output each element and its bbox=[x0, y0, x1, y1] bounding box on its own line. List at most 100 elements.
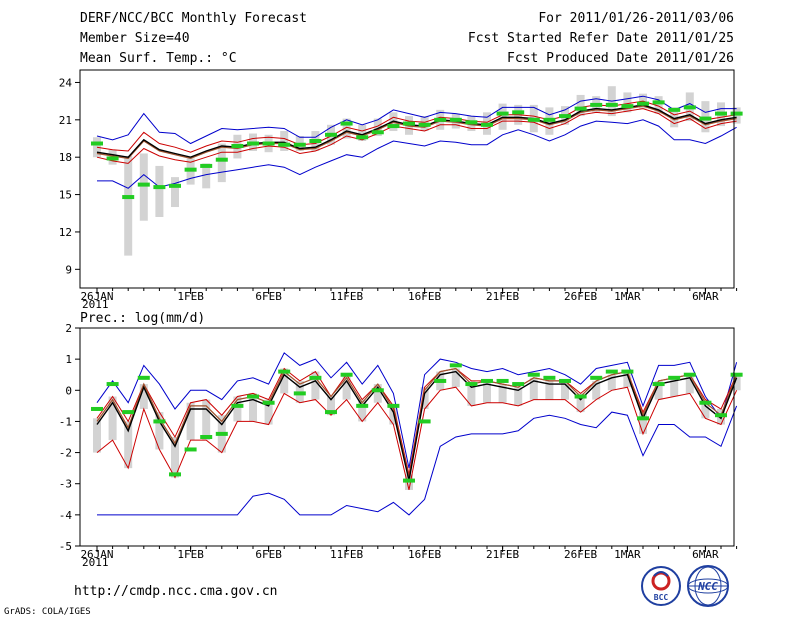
precip-box bbox=[342, 374, 351, 400]
precip-observed-marker bbox=[496, 378, 509, 383]
precip-box bbox=[327, 396, 335, 416]
precip-box bbox=[264, 399, 273, 425]
precip-observed-marker bbox=[231, 403, 244, 408]
temperature-box bbox=[202, 163, 211, 189]
precip-box bbox=[202, 399, 211, 441]
precip-title: Prec.: log(mm/d) bbox=[80, 311, 205, 326]
precip-observed-marker bbox=[137, 375, 150, 380]
precip-observed-markers bbox=[91, 363, 743, 483]
precip-observed-marker bbox=[605, 369, 618, 374]
precip-box bbox=[545, 380, 554, 400]
precip-box bbox=[483, 380, 491, 403]
precip-observed-marker bbox=[699, 400, 712, 405]
precip-year-label: 2011 bbox=[82, 556, 109, 569]
forecast-period-label: For 2011/01/26-2011/03/06 bbox=[538, 11, 734, 26]
temperature-box bbox=[654, 96, 663, 114]
precip-mean-line bbox=[96, 370, 738, 481]
precip-ytick-label: 0 bbox=[65, 384, 72, 397]
precip-observed-marker bbox=[652, 382, 665, 387]
precip-observed-marker bbox=[637, 416, 649, 421]
temperature-ytick-label: 12 bbox=[59, 226, 72, 239]
temperature-observed-marker bbox=[106, 156, 119, 161]
precip-observed-marker bbox=[621, 369, 634, 374]
temperature-lines bbox=[96, 95, 737, 189]
temperature-observed-marker bbox=[465, 120, 478, 125]
precip-box bbox=[685, 374, 694, 394]
precip-xtick-label: 6MAR bbox=[692, 548, 719, 561]
precip-observed-marker bbox=[403, 478, 415, 483]
precip-box bbox=[701, 399, 710, 419]
precip-box bbox=[233, 396, 242, 422]
temperature-observed-marker bbox=[387, 124, 400, 129]
temperature-observed-marker bbox=[449, 117, 462, 122]
precip-box bbox=[592, 380, 601, 400]
temperature-p10-line bbox=[96, 108, 737, 164]
temperature-observed-marker bbox=[278, 142, 291, 147]
precip-box bbox=[639, 412, 647, 434]
temperature-ytick-label: 18 bbox=[59, 151, 72, 164]
precip-observed-marker bbox=[91, 406, 103, 411]
precip-max-line bbox=[96, 352, 738, 469]
precip-observed-marker bbox=[574, 394, 587, 399]
temperature-observed-marker bbox=[481, 122, 493, 127]
precip-observed-marker bbox=[122, 410, 135, 415]
precip-box bbox=[311, 371, 320, 400]
figure-title: DERF/NCC/BCC Monthly Forecast bbox=[80, 11, 307, 26]
temperature-xtick-label: 26FEB bbox=[564, 290, 597, 303]
precip-ytick-label: -4 bbox=[59, 509, 73, 522]
temperature-observed-marker bbox=[683, 105, 696, 110]
precip-ytick-label: -1 bbox=[59, 415, 72, 428]
precip-ytick-label: 2 bbox=[65, 322, 72, 335]
precip-box bbox=[514, 387, 523, 406]
temperature-observed-marker bbox=[668, 107, 681, 112]
precip-observed-marker bbox=[247, 394, 259, 399]
precip-observed-marker bbox=[340, 372, 353, 377]
precip-box bbox=[186, 402, 195, 441]
precip-box bbox=[529, 377, 538, 400]
precip-observed-marker bbox=[184, 447, 197, 452]
precip-box bbox=[654, 380, 663, 400]
precip-observed-marker bbox=[262, 400, 275, 405]
temperature-ytick-label: 21 bbox=[59, 114, 72, 127]
temperature-xtick-label: 11FEB bbox=[330, 290, 363, 303]
temperature-observed-marker bbox=[215, 157, 228, 162]
temperature-observed-marker bbox=[715, 111, 727, 116]
produced-date-label: Fcst Produced Date 2011/01/26 bbox=[507, 51, 734, 66]
website-url[interactable]: http://cmdp.ncc.cma.gov.cn bbox=[74, 584, 278, 599]
temperature-box bbox=[576, 94, 585, 117]
precip-box bbox=[155, 412, 164, 450]
temperature-observed-marker bbox=[605, 102, 618, 107]
precip-lines bbox=[96, 352, 738, 516]
temperature-panel: 9 12 15 18 21 24 26JAN 1FEB 6FEB 11FEB 16FEB 21FEB… bbox=[59, 69, 743, 311]
temperature-xtick-label: 6MAR bbox=[692, 290, 719, 303]
precip-box bbox=[732, 374, 741, 391]
precip-xtick-label: 26JAN bbox=[80, 548, 113, 561]
temperature-observed-marker bbox=[730, 111, 743, 116]
precip-box bbox=[358, 399, 367, 422]
temperature-observed-marker bbox=[309, 139, 322, 144]
precip-box bbox=[280, 368, 289, 394]
temperature-observed-marker bbox=[137, 182, 150, 187]
precip-observed-marker bbox=[449, 363, 462, 368]
temperature-box bbox=[171, 177, 179, 208]
precip-ytick-label: -2 bbox=[59, 447, 72, 460]
member-size-label: Member Size=40 bbox=[80, 31, 190, 46]
precip-observed-marker bbox=[434, 378, 447, 383]
temperature-box bbox=[623, 92, 632, 113]
temperature-observed-marker bbox=[325, 132, 337, 137]
temperature-observed-marker bbox=[247, 141, 259, 146]
ncc-logo-text: NCC bbox=[697, 580, 718, 593]
precip-x-axis: 26JAN 1FEB 6FEB 11FEB 16FEB 21FEB 26FEB 1MAR 6MA… bbox=[80, 546, 738, 561]
precip-box bbox=[576, 393, 585, 413]
precip-observed-marker bbox=[371, 388, 384, 393]
precip-xtick-label: 11FEB bbox=[330, 548, 363, 561]
precip-observed-marker bbox=[543, 375, 556, 380]
precip-observed-marker bbox=[278, 369, 291, 374]
precip-observed-marker bbox=[293, 391, 306, 396]
precip-box bbox=[670, 377, 679, 397]
precip-observed-marker bbox=[590, 375, 603, 380]
precip-y-axis: -5 -4 -3 -2 -1 0 1 2 bbox=[59, 322, 80, 553]
temperature-observed-marker bbox=[621, 104, 634, 109]
temperature-ytick-label: 9 bbox=[65, 263, 72, 276]
